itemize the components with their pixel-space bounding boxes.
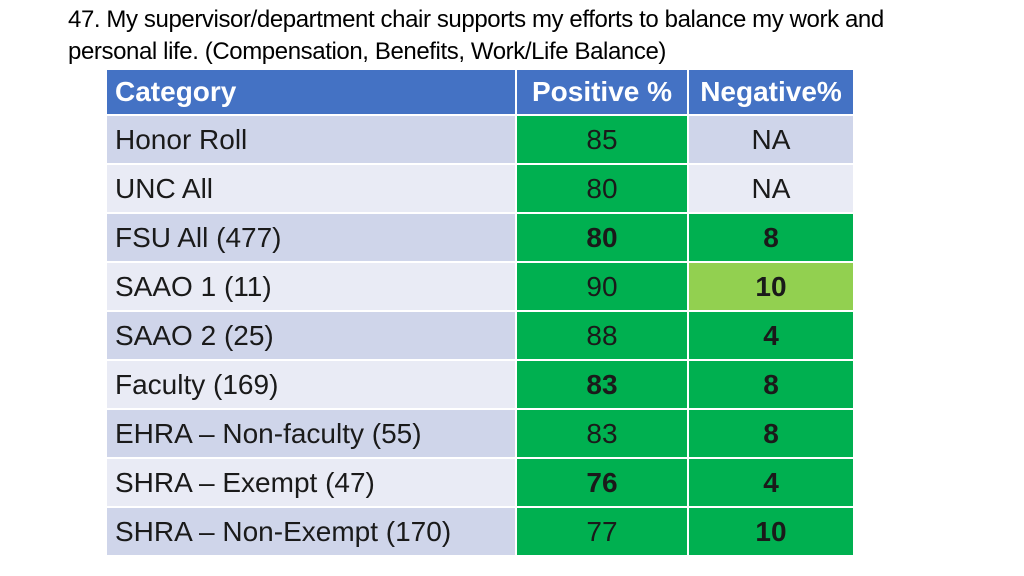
negative-cell: NA: [687, 114, 855, 165]
table-header-row: Category Positive % Negative%: [105, 68, 855, 116]
negative-cell: 8: [687, 212, 855, 263]
table-row: SAAO 1 (11) 90 10: [105, 261, 855, 312]
header-negative: Negative%: [687, 68, 855, 116]
category-cell: SAAO 2 (25): [105, 310, 517, 361]
category-cell: FSU All (477): [105, 212, 517, 263]
table-row: Faculty (169) 83 8: [105, 359, 855, 410]
header-category: Category: [105, 68, 517, 116]
table-row: UNC All 80 NA: [105, 163, 855, 214]
positive-cell: 77: [515, 506, 689, 557]
positive-cell: 90: [515, 261, 689, 312]
table-row: Honor Roll 85 NA: [105, 114, 855, 165]
negative-cell: 10: [687, 261, 855, 312]
category-cell: Faculty (169): [105, 359, 517, 410]
table-row: SHRA – Non-Exempt (170) 77 10: [105, 506, 855, 557]
positive-cell: 85: [515, 114, 689, 165]
category-cell: SHRA – Exempt (47): [105, 457, 517, 508]
negative-cell: 4: [687, 457, 855, 508]
positive-cell: 83: [515, 408, 689, 459]
category-cell: SAAO 1 (11): [105, 261, 517, 312]
positive-cell: 83: [515, 359, 689, 410]
table-row: SHRA – Exempt (47) 76 4: [105, 457, 855, 508]
table-row: FSU All (477) 80 8: [105, 212, 855, 263]
category-cell: UNC All: [105, 163, 517, 214]
table-body: Honor Roll 85 NA UNC All 80 NA FSU All (477) 80…: [105, 114, 855, 557]
category-cell: EHRA – Non-faculty (55): [105, 408, 517, 459]
negative-cell: 4: [687, 310, 855, 361]
category-cell: SHRA – Non-Exempt (170): [105, 506, 517, 557]
positive-cell: 76: [515, 457, 689, 508]
slide-title: 47. My supervisor/department chair suppo…: [68, 6, 884, 65]
negative-cell: NA: [687, 163, 855, 214]
positive-cell: 80: [515, 163, 689, 214]
survey-results-table: Category Positive % Negative% Honor Roll…: [105, 68, 855, 557]
table-row: EHRA – Non-faculty (55) 83 8: [105, 408, 855, 459]
negative-cell: 10: [687, 506, 855, 557]
negative-cell: 8: [687, 359, 855, 410]
header-positive: Positive %: [515, 68, 689, 116]
table-row: SAAO 2 (25) 88 4: [105, 310, 855, 361]
negative-cell: 8: [687, 408, 855, 459]
category-cell: Honor Roll: [105, 114, 517, 165]
positive-cell: 88: [515, 310, 689, 361]
positive-cell: 80: [515, 212, 689, 263]
